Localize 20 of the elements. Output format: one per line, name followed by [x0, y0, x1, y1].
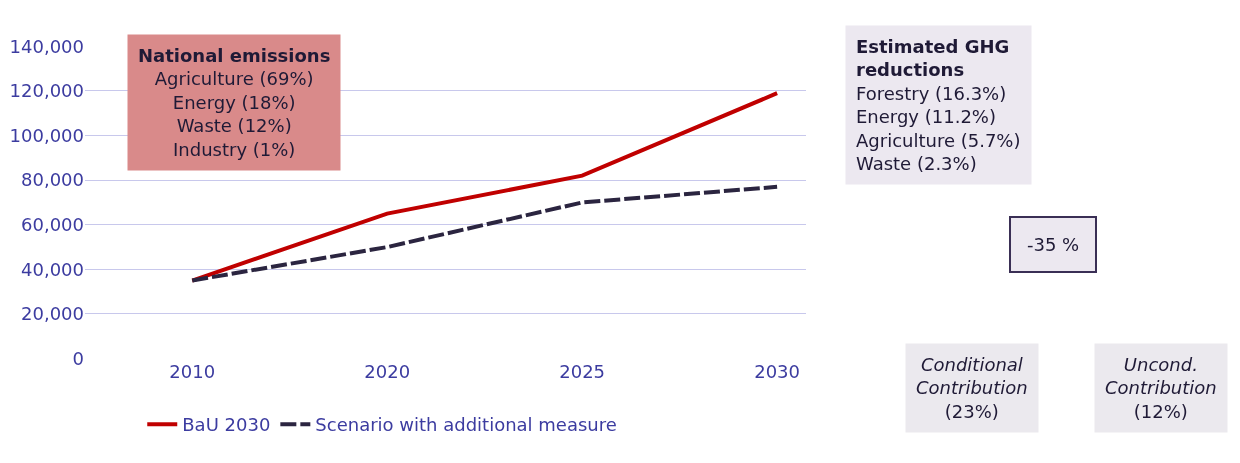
text: Conditional Contribution (23%): [916, 354, 1028, 422]
y-tick-label: 40,000: [21, 258, 84, 280]
x-tick-label: 2030: [754, 360, 801, 382]
y-tick-label: 120,000: [9, 80, 84, 102]
y-tick-label: 100,000: [9, 124, 84, 146]
text: Estimated GHG reductions Forestry (16.3%) Energy (11.2%) Agriculture (5.7%) Waste (2.3%): [856, 36, 1021, 174]
legend-label: Scenario with additional measure: [315, 414, 617, 436]
text: -35 %: [1027, 234, 1080, 255]
legend-label: BaU 2030: [182, 414, 271, 436]
y-tick-label: 80,000: [21, 169, 84, 191]
y-tick-label: 0: [72, 347, 84, 369]
y-tick-label: 20,000: [21, 303, 84, 325]
x-tick-label: 2010: [169, 360, 216, 382]
y-tick-label: 60,000: [21, 214, 84, 236]
annotation: National emissions Agriculture (69%) Energy (18%) Waste (12%) Industry (1%): [138, 45, 331, 160]
line-series: [190, 184, 780, 283]
text: Uncond. Contribution (12%): [1105, 354, 1217, 422]
y-tick-label: 140,000: [9, 35, 84, 57]
x-tick-label: 2020: [364, 360, 411, 382]
x-tick-label: 2025: [559, 360, 606, 382]
